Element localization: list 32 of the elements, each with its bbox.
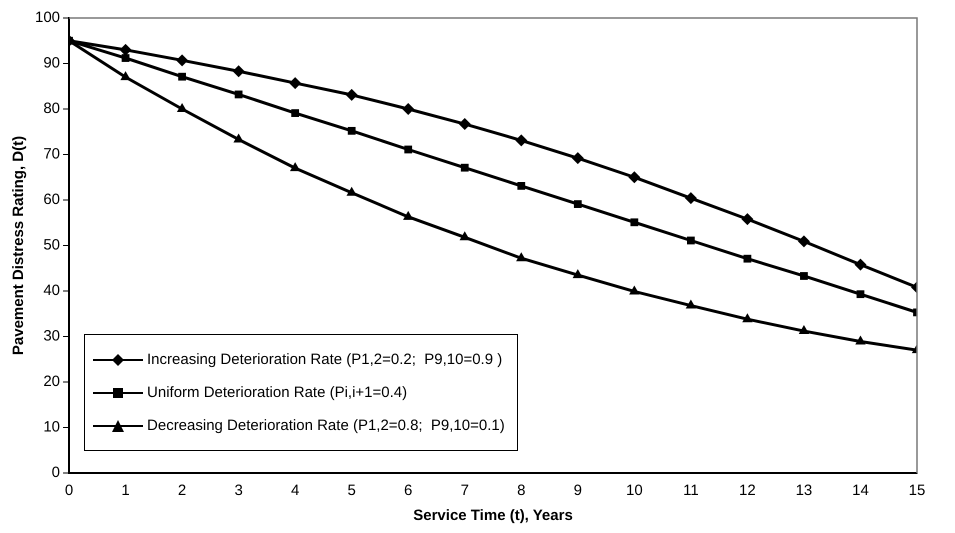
x-tick-label: 12 [739, 482, 756, 500]
y-tick-label: 50 [43, 236, 60, 254]
y-tick-label: 10 [43, 418, 60, 436]
x-axis-title: Service Time (t), Years [413, 507, 573, 524]
y-tick-label: 70 [43, 146, 60, 163]
y-tick-label: 90 [43, 54, 60, 72]
y-tick-label: 20 [43, 373, 60, 390]
legend-label: Decreasing Deterioration Rate (P1,2=0.8; P9,10=0.1) [147, 417, 505, 434]
x-tick-label: 10 [626, 482, 643, 500]
x-tick-label: 1 [121, 482, 130, 500]
x-tick-label: 8 [517, 482, 526, 500]
x-tick-label: 4 [290, 482, 300, 500]
x-tick-label: 7 [460, 482, 469, 500]
y-tick-label: 80 [43, 100, 60, 118]
y-tick-label: 40 [43, 282, 60, 300]
x-tick-label: 5 [348, 482, 356, 500]
y-tick-label: 100 [34, 9, 60, 26]
x-tick-label: 0 [64, 482, 74, 500]
y-axis-title: Pavement Distress Rating, D(t) [10, 136, 28, 356]
x-tick-label: 14 [852, 482, 869, 500]
x-tick-label: 13 [796, 482, 812, 500]
x-tick-label: 15 [908, 482, 926, 500]
x-tick-label: 9 [574, 482, 582, 500]
x-tick-label: 2 [178, 482, 186, 500]
y-tick-label: 60 [43, 191, 60, 208]
legend-label: Increasing Deterioration Rate (P1,2=0.2; P9,10=0.9 ) [147, 351, 502, 368]
x-tick-label: 11 [683, 482, 699, 500]
x-tick-label: 3 [234, 482, 243, 500]
legend-label: Uniform Deterioration Rate (Pi,i+1=0.4) [147, 384, 408, 401]
x-tick-label: 6 [404, 482, 412, 500]
y-tick-label: 0 [52, 464, 60, 482]
y-tick-label: 30 [43, 328, 60, 345]
